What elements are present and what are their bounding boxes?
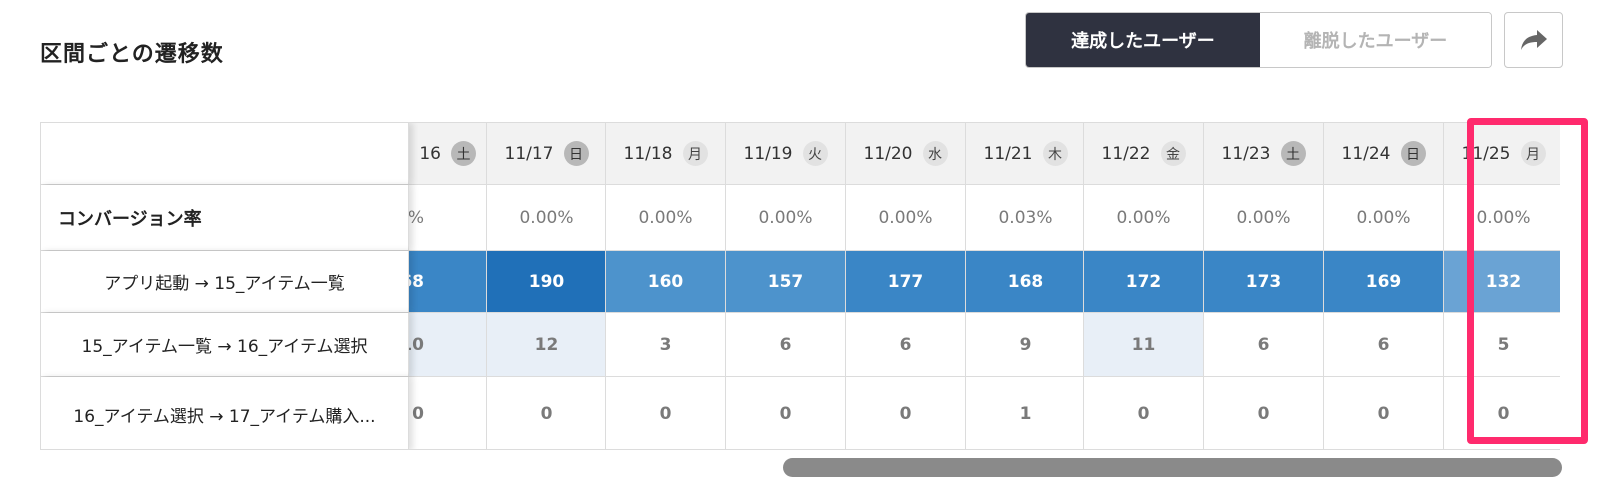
table-cell: 0.00% <box>486 185 606 250</box>
column-header-date: 11/23 土 <box>1203 123 1323 184</box>
weekday-badge: 土 <box>1280 141 1306 166</box>
column-header-date: 16 土 <box>370 123 490 184</box>
date-label: 11/19 <box>743 143 793 164</box>
date-label: 11/18 <box>623 143 673 164</box>
table-cell: 0.00% <box>1323 185 1443 250</box>
table-cell: 11 <box>1083 313 1203 376</box>
date-label: 11/21 <box>983 143 1033 164</box>
table-cell: 0.03% <box>965 185 1085 250</box>
weekday-badge: 月 <box>1520 141 1546 166</box>
weekday-badge: 日 <box>1400 141 1426 166</box>
table-cell: 0.00% <box>1203 185 1323 250</box>
table-cell: 0.00% <box>1083 185 1203 250</box>
date-label: 11/25 <box>1461 143 1511 164</box>
row-label: 16_アイテム選択 → 17_アイテム購入... <box>40 377 409 449</box>
column-header-date: 11/24 日 <box>1323 123 1443 184</box>
achieved-users-button[interactable]: 達成したユーザー <box>1026 13 1260 67</box>
table-cell: 3 <box>605 313 725 376</box>
column-header-date: 11/21 木 <box>965 123 1085 184</box>
date-label: 16 <box>419 143 441 164</box>
table-cell: 0 <box>1323 377 1443 449</box>
table-cell: 132 <box>1443 251 1560 312</box>
weekday-badge: 金 <box>1160 141 1186 166</box>
column-header-date: 11/17 日 <box>486 123 606 184</box>
table-cell: 0.00% <box>605 185 725 250</box>
row-label: 15_アイテム一覧 → 16_アイテム選択 <box>40 313 409 376</box>
weekday-badge: 月 <box>682 141 708 166</box>
horizontal-scrollbar[interactable] <box>783 458 1562 477</box>
table-cell: 160 <box>605 251 725 312</box>
header-label-cell <box>40 123 409 184</box>
transition-table: 16 土 11/17 日 11/18 月 11/19 火 11/20 水 11/21 木 11/22 金 1… <box>40 122 1560 450</box>
row-label: コンバージョン率 <box>40 185 409 250</box>
table-header-row: 16 土 11/17 日 11/18 月 11/19 火 11/20 水 11/21 木 11/22 金 1… <box>40 123 1560 185</box>
table-cell: 168 <box>965 251 1085 312</box>
table-cell: 6 <box>845 313 965 376</box>
date-label: 11/17 <box>504 143 554 164</box>
table-cell: 190 <box>486 251 606 312</box>
table-cell: 5 <box>1443 313 1560 376</box>
table-cell: 173 <box>1203 251 1323 312</box>
weekday-badge: 木 <box>1042 141 1068 166</box>
row-label: アプリ起動 → 15_アイテム一覧 <box>40 251 409 312</box>
share-button[interactable] <box>1504 12 1563 68</box>
table-cell: 0.00% <box>725 185 845 250</box>
table-cell: 0.00% <box>845 185 965 250</box>
table-cell: 0 <box>605 377 725 449</box>
table-cell: 0 <box>486 377 606 449</box>
date-label: 11/20 <box>863 143 913 164</box>
table-cell: 6 <box>725 313 845 376</box>
table-cell: 9 <box>965 313 1085 376</box>
table-row: 15_アイテム一覧 → 16_アイテム選択 10 12 3 6 6 9 11 6 6 5 <box>40 313 1560 377</box>
weekday-badge: 火 <box>802 141 828 166</box>
dropped-users-button[interactable]: 離脱したユーザー <box>1260 13 1491 67</box>
column-header-date: 11/19 火 <box>725 123 845 184</box>
date-label: 11/23 <box>1221 143 1271 164</box>
share-arrow-icon <box>1520 30 1547 50</box>
column-header-date: 11/18 月 <box>605 123 725 184</box>
table-cell: 6 <box>1323 313 1443 376</box>
date-label: 11/22 <box>1101 143 1151 164</box>
column-header-date: 11/22 金 <box>1083 123 1203 184</box>
table-cell: 0 <box>725 377 845 449</box>
user-type-toggle: 達成したユーザー 離脱したユーザー <box>1025 12 1492 68</box>
table-cell: 177 <box>845 251 965 312</box>
table-row: アプリ起動 → 15_アイテム一覧 1681901601571771681721… <box>40 251 1560 313</box>
weekday-badge: 土 <box>451 141 476 166</box>
column-header-date: 11/20 水 <box>845 123 965 184</box>
table-cell: 172 <box>1083 251 1203 312</box>
conversion-rate-row: コンバージョン率 00%0.00%0.00%0.00%0.00%0.03%0.0… <box>40 185 1560 251</box>
table-cell: 0 <box>1203 377 1323 449</box>
table-cell: 0 <box>1083 377 1203 449</box>
table-cell: 12 <box>486 313 606 376</box>
page-title: 区間ごとの遷移数 <box>40 42 224 67</box>
table-cell: 0 <box>845 377 965 449</box>
column-header-date: 11/25 月 <box>1443 123 1560 184</box>
table-cell: 6 <box>1203 313 1323 376</box>
table-cell: 0.00% <box>1443 185 1560 250</box>
weekday-badge: 水 <box>922 141 948 166</box>
table-cell: 1 <box>965 377 1085 449</box>
table-cell: 0 <box>1443 377 1560 449</box>
table-cell: 157 <box>725 251 845 312</box>
table-cell: 169 <box>1323 251 1443 312</box>
weekday-badge: 日 <box>563 141 589 166</box>
date-label: 11/24 <box>1341 143 1391 164</box>
